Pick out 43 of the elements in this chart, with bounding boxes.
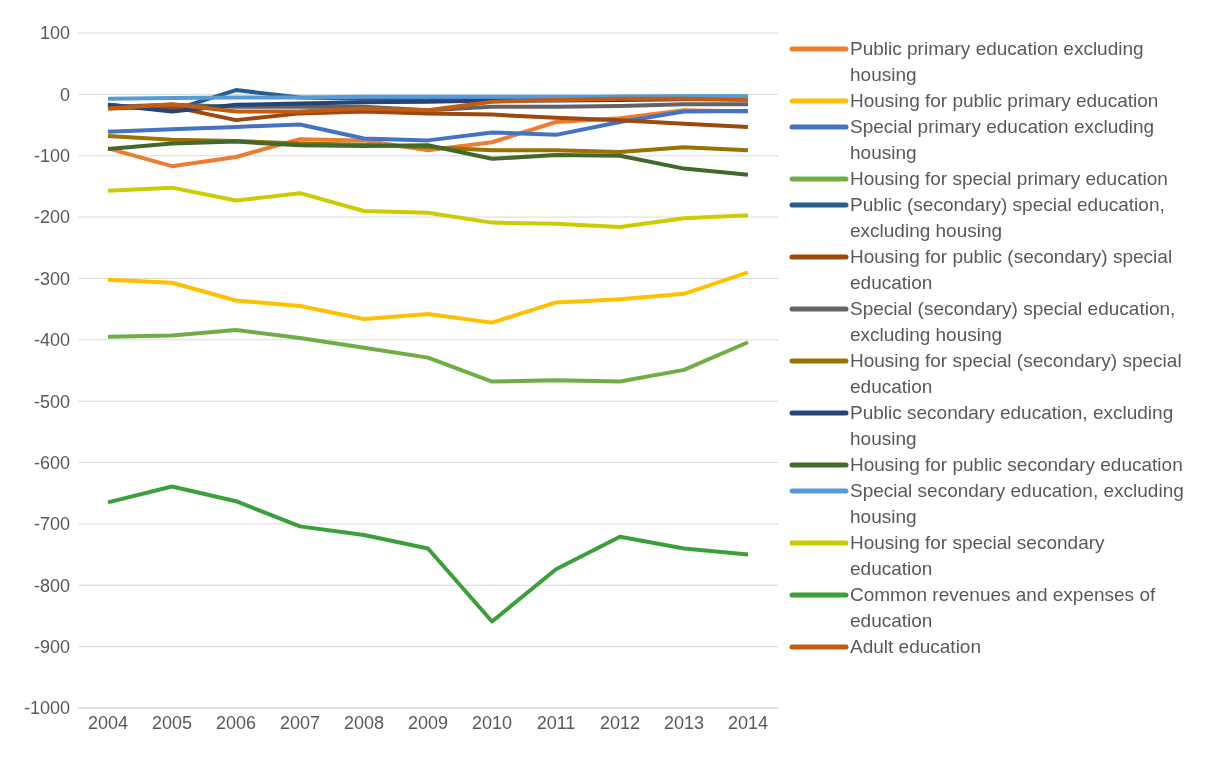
y-tick-label: -500 bbox=[33, 391, 70, 412]
x-tick-label: 2004 bbox=[87, 712, 129, 733]
legend-label: Special secondary education, excluding housing bbox=[850, 479, 1185, 529]
line-series bbox=[106, 185, 750, 229]
x-tick-label: 2010 bbox=[471, 712, 513, 733]
y-tick-label: -900 bbox=[33, 637, 70, 658]
legend-label: Common revenues and expenses of education bbox=[850, 583, 1157, 633]
x-tick-label: 2014 bbox=[727, 712, 769, 733]
legend-label: Housing for special primary education bbox=[850, 167, 1168, 191]
x-tick-label: 2008 bbox=[343, 712, 385, 733]
legend-label: Special primary education excluding housing bbox=[850, 115, 1156, 165]
x-tick-label: 2007 bbox=[279, 712, 321, 733]
line-series bbox=[106, 484, 750, 624]
y-tick-label: -600 bbox=[33, 452, 70, 473]
x-tick-label: 2009 bbox=[407, 712, 449, 733]
y-tick-label: -1000 bbox=[23, 698, 70, 719]
legend-label: Housing for public secondary education bbox=[850, 453, 1183, 477]
y-tick-label: -200 bbox=[33, 207, 70, 228]
x-tick-label: 2006 bbox=[215, 712, 257, 733]
x-tick-label: 2005 bbox=[151, 712, 193, 733]
line-series bbox=[106, 328, 750, 384]
legend-label: Public secondary education, excluding housing bbox=[850, 401, 1175, 451]
legend-label: Public primary education excluding housing bbox=[850, 37, 1145, 87]
legend-label: Public (secondary) special education, excluding housing bbox=[850, 193, 1166, 243]
y-tick-label: -100 bbox=[33, 146, 70, 167]
y-tick-label: -800 bbox=[33, 575, 70, 596]
y-tick-label: 100 bbox=[39, 23, 70, 44]
legend-label: Housing for public primary education bbox=[850, 89, 1159, 113]
y-tick-label: -300 bbox=[33, 268, 70, 289]
legend-label: Housing for special secondary education bbox=[850, 531, 1106, 581]
line-series bbox=[106, 270, 750, 325]
legend-label: Adult education bbox=[850, 635, 981, 659]
y-tick-label: -700 bbox=[33, 514, 70, 535]
legend-label: Special (secondary) special education, excluding housing bbox=[850, 297, 1177, 347]
y-tick-label: 0 bbox=[59, 84, 70, 105]
legend-label: Housing for public (secondary) special education bbox=[850, 245, 1174, 295]
x-tick-label: 2011 bbox=[536, 712, 576, 733]
x-tick-label: 2012 bbox=[599, 712, 641, 733]
y-tick-label: -400 bbox=[33, 330, 70, 351]
line-series bbox=[106, 108, 750, 143]
legend-label: Housing for special (secondary) special education bbox=[850, 349, 1183, 399]
line-series bbox=[106, 139, 750, 177]
x-tick-label: 2013 bbox=[663, 712, 705, 733]
